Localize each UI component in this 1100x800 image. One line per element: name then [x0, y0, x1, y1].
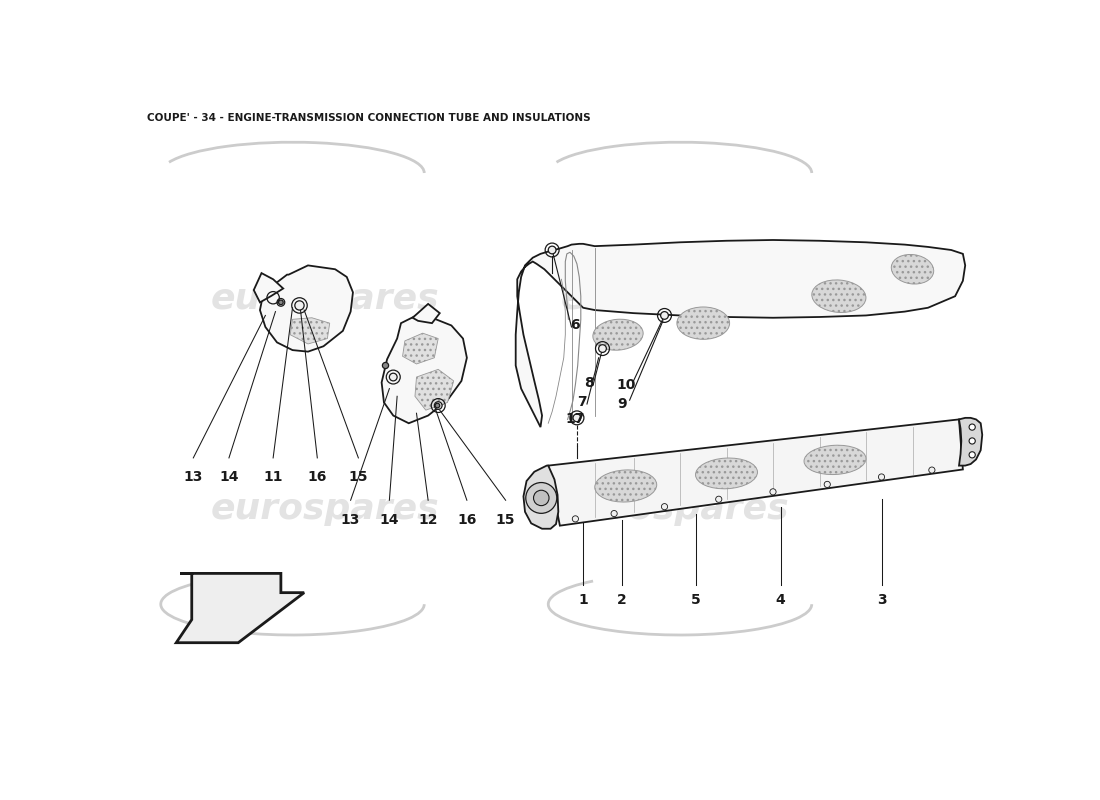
- Text: 9: 9: [617, 397, 627, 411]
- Circle shape: [436, 403, 440, 408]
- Circle shape: [969, 438, 976, 444]
- Circle shape: [278, 300, 283, 305]
- Text: 7: 7: [578, 395, 587, 410]
- Circle shape: [928, 467, 935, 473]
- Text: 16: 16: [458, 513, 476, 526]
- Circle shape: [295, 301, 304, 310]
- Text: 6: 6: [571, 318, 580, 333]
- Text: eurospares: eurospares: [560, 282, 789, 316]
- Text: COUPE' - 34 - ENGINE-TRANSMISSION CONNECTION TUBE AND INSULATIONS: COUPE' - 34 - ENGINE-TRANSMISSION CONNEC…: [146, 113, 591, 123]
- Text: 13: 13: [184, 470, 204, 484]
- Circle shape: [661, 312, 669, 319]
- Circle shape: [661, 503, 668, 510]
- Ellipse shape: [676, 307, 729, 339]
- Circle shape: [573, 414, 581, 422]
- Circle shape: [610, 510, 617, 517]
- Polygon shape: [290, 318, 330, 344]
- Text: 4: 4: [776, 594, 785, 607]
- Polygon shape: [548, 419, 962, 526]
- Circle shape: [824, 482, 830, 487]
- Ellipse shape: [593, 319, 644, 350]
- Circle shape: [598, 345, 606, 353]
- Circle shape: [770, 489, 777, 495]
- Text: 11: 11: [263, 470, 283, 484]
- Circle shape: [389, 373, 397, 381]
- Text: 8: 8: [584, 376, 593, 390]
- Circle shape: [383, 362, 388, 369]
- Polygon shape: [415, 370, 453, 410]
- Circle shape: [277, 298, 285, 306]
- Circle shape: [534, 490, 549, 506]
- Ellipse shape: [595, 470, 657, 502]
- Text: 16: 16: [308, 470, 327, 484]
- Circle shape: [716, 496, 722, 502]
- Text: 14: 14: [219, 470, 239, 484]
- Text: 3: 3: [877, 594, 887, 607]
- Polygon shape: [524, 466, 559, 529]
- Ellipse shape: [695, 458, 758, 489]
- Text: eurospares: eurospares: [211, 492, 439, 526]
- Circle shape: [434, 402, 442, 410]
- Text: 1: 1: [579, 594, 588, 607]
- Circle shape: [548, 246, 556, 254]
- Polygon shape: [260, 266, 353, 352]
- Circle shape: [572, 516, 579, 522]
- Text: 5: 5: [691, 594, 701, 607]
- Ellipse shape: [891, 254, 934, 284]
- Polygon shape: [254, 273, 283, 302]
- Text: eurospares: eurospares: [211, 282, 439, 316]
- Text: eurospares: eurospares: [560, 492, 789, 526]
- Polygon shape: [382, 315, 466, 423]
- Polygon shape: [412, 304, 440, 323]
- Circle shape: [526, 482, 557, 514]
- Text: 2: 2: [617, 594, 627, 607]
- Polygon shape: [176, 574, 304, 642]
- Polygon shape: [959, 418, 982, 466]
- Circle shape: [879, 474, 884, 480]
- Circle shape: [969, 452, 976, 458]
- Text: 12: 12: [418, 513, 438, 526]
- Text: 14: 14: [379, 513, 399, 526]
- Polygon shape: [516, 240, 965, 427]
- Text: 15: 15: [349, 470, 368, 484]
- Ellipse shape: [812, 280, 866, 313]
- Ellipse shape: [804, 446, 866, 474]
- Polygon shape: [403, 333, 438, 364]
- Circle shape: [969, 424, 976, 430]
- Text: 13: 13: [341, 513, 361, 526]
- Text: 10: 10: [616, 378, 636, 392]
- Text: 17: 17: [565, 413, 585, 426]
- Text: 15: 15: [496, 513, 516, 526]
